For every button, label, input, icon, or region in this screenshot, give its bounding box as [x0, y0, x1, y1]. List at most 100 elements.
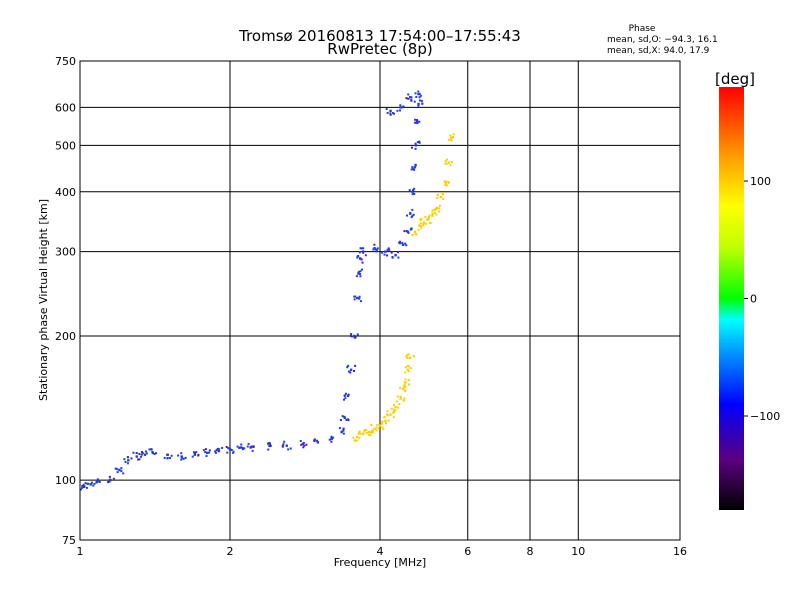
data-point: [403, 230, 406, 233]
data-points: [79, 90, 455, 491]
data-point: [386, 413, 389, 416]
data-point: [143, 453, 147, 456]
data-point: [414, 230, 417, 233]
data-point: [386, 410, 389, 413]
data-point: [406, 230, 410, 233]
data-point: [126, 462, 129, 465]
data-point: [360, 258, 363, 261]
data-point: [332, 436, 335, 439]
data-point: [359, 247, 362, 250]
data-point: [287, 448, 290, 451]
phase-box-line-x: mean, sd,X: 94.0, 17.9: [607, 46, 710, 56]
data-point: [402, 399, 405, 402]
data-point: [436, 197, 439, 200]
data-point: [313, 438, 316, 441]
data-point: [417, 104, 420, 107]
data-point: [180, 458, 183, 461]
data-point: [96, 478, 99, 481]
data-point: [416, 122, 419, 125]
data-point: [418, 96, 421, 99]
x-tick-label: 8: [527, 545, 534, 558]
data-point: [447, 138, 450, 141]
data-point: [118, 468, 121, 472]
data-point: [217, 449, 221, 453]
data-point: [93, 482, 96, 485]
x-tick-label: 16: [673, 545, 687, 558]
data-point: [386, 111, 389, 114]
data-point: [407, 353, 410, 356]
data-point: [193, 453, 197, 456]
data-point: [359, 273, 362, 276]
data-point: [166, 457, 169, 460]
data-point: [376, 424, 379, 427]
data-point: [383, 415, 386, 418]
x-axis-label: Frequency [MHz]: [334, 556, 426, 569]
data-point: [413, 187, 416, 190]
data-point: [370, 423, 373, 426]
data-point: [435, 206, 438, 210]
data-point: [411, 234, 414, 237]
data-point: [401, 387, 405, 391]
data-point: [404, 242, 407, 245]
data-point: [330, 440, 333, 443]
data-point: [418, 92, 421, 96]
data-point: [124, 460, 127, 463]
data-point: [422, 221, 425, 224]
data-point: [415, 95, 418, 98]
data-point: [180, 452, 183, 455]
data-point: [208, 451, 211, 454]
data-point: [405, 366, 408, 369]
data-point: [404, 386, 407, 389]
data-point: [372, 248, 375, 251]
data-point: [450, 138, 453, 141]
data-point: [357, 270, 360, 273]
data-point: [435, 213, 438, 216]
data-point: [418, 140, 421, 143]
data-point: [108, 475, 111, 478]
data-point: [411, 166, 414, 169]
data-point: [150, 448, 153, 451]
data-point: [241, 446, 244, 449]
data-point: [362, 251, 365, 254]
data-point: [381, 251, 384, 254]
data-point: [342, 432, 345, 435]
data-point: [418, 120, 421, 123]
data-point: [427, 216, 430, 219]
data-point: [443, 180, 447, 183]
data-point: [344, 392, 347, 395]
data-point: [352, 436, 355, 439]
data-point: [251, 449, 254, 452]
data-point: [385, 422, 388, 425]
data-point: [412, 189, 415, 192]
data-point: [356, 333, 359, 336]
data-point: [194, 452, 197, 455]
data-point: [414, 118, 417, 121]
data-point: [282, 443, 285, 446]
data-point: [450, 139, 453, 142]
data-point: [407, 93, 410, 96]
data-point: [87, 482, 90, 485]
data-point: [228, 448, 232, 451]
data-point: [417, 90, 420, 93]
data-point: [317, 441, 320, 444]
data-point: [344, 397, 347, 400]
data-point: [384, 250, 387, 253]
data-point: [389, 109, 392, 113]
data-point: [404, 371, 407, 374]
data-point: [393, 410, 396, 413]
data-point: [403, 397, 406, 400]
data-point: [410, 168, 413, 171]
data-point: [425, 222, 428, 225]
data-point: [252, 445, 255, 448]
data-point: [285, 444, 288, 447]
chart-title: Tromsø 20160813 17:54:00–17:55:43: [238, 27, 521, 45]
data-point: [239, 446, 242, 449]
data-point: [367, 430, 371, 434]
data-point: [447, 161, 451, 164]
data-point: [417, 102, 420, 106]
data-point: [394, 254, 397, 257]
data-point: [427, 218, 430, 221]
data-point: [376, 247, 379, 250]
colorbar-ticks: 100 0 −100: [744, 175, 780, 423]
data-point: [345, 418, 348, 421]
